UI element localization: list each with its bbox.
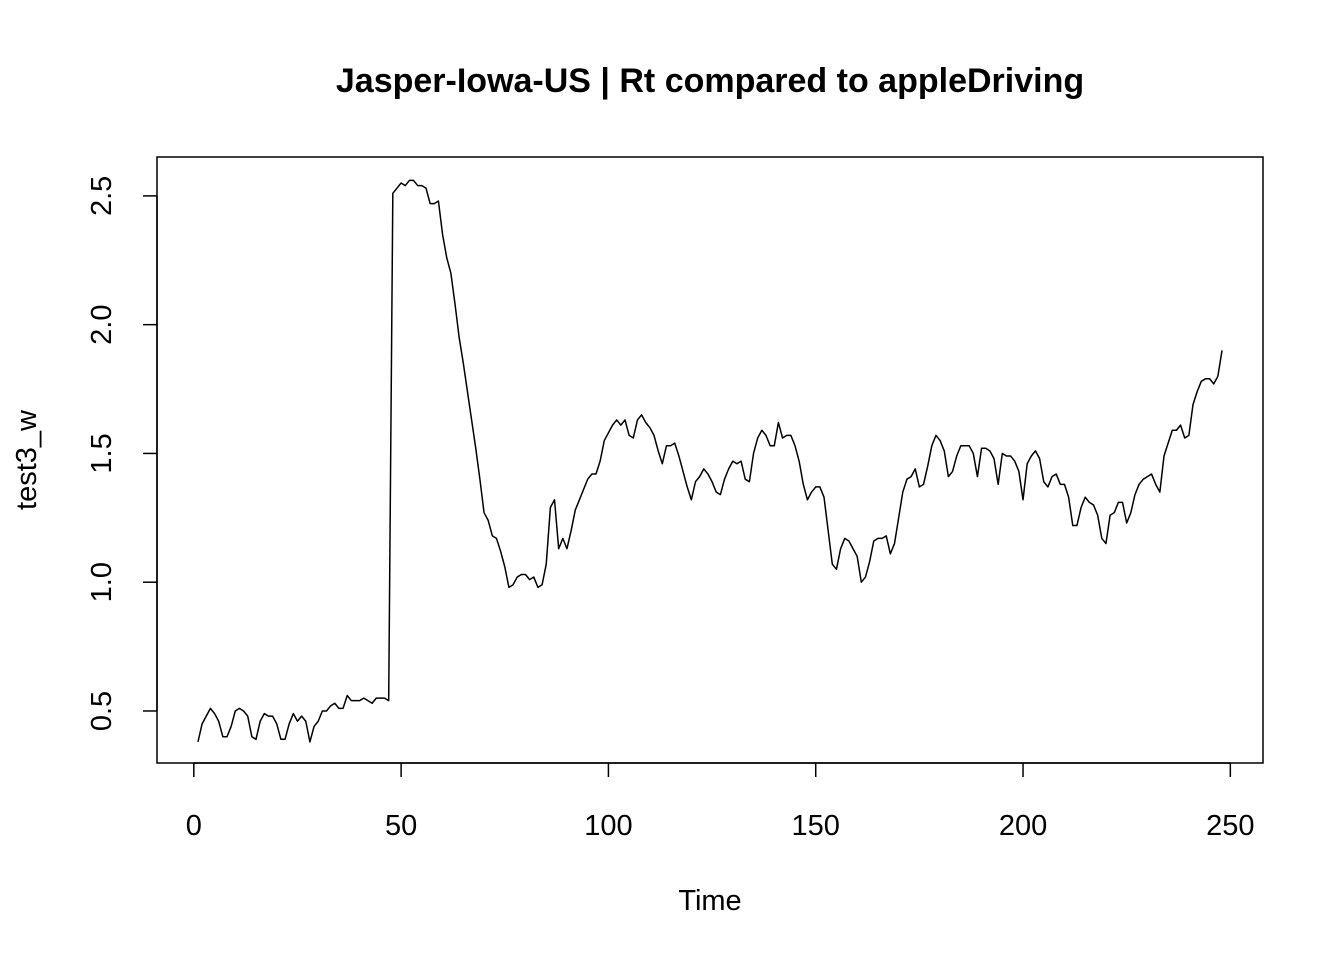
y-tick-label: 1.0	[86, 562, 118, 602]
y-tick-label: 1.5	[86, 433, 118, 473]
x-axis-label: Time	[678, 885, 741, 917]
y-tick-label: 0.5	[86, 691, 118, 731]
x-tick-label: 0	[186, 810, 202, 842]
x-tick-label: 100	[584, 810, 632, 842]
line-series	[197, 179, 1223, 743]
y-axis-label: test3_w	[11, 409, 43, 510]
y-tick-label: 2.5	[86, 176, 118, 216]
x-tick-label: 50	[385, 810, 417, 842]
x-tick-label: 250	[1206, 810, 1254, 842]
chart-title: Jasper-Iowa-US | Rt compared to appleDri…	[336, 62, 1084, 100]
y-tick-label: 2.0	[86, 304, 118, 344]
x-tick-label: 200	[999, 810, 1047, 842]
x-tick-label: 150	[792, 810, 840, 842]
